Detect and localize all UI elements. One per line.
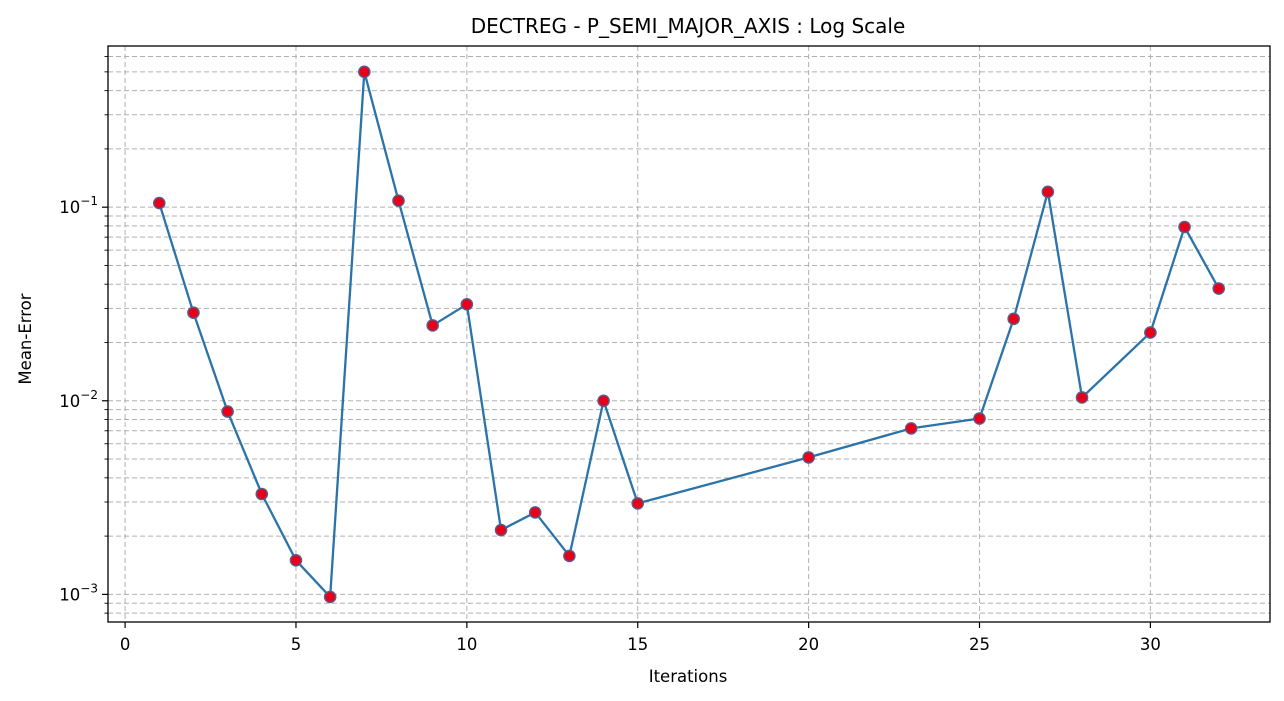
data-point — [494, 523, 508, 537]
data-point — [358, 65, 371, 79]
data-point — [802, 451, 815, 464]
data-point — [187, 306, 200, 320]
x-axis-label: Iterations — [649, 667, 728, 686]
data-point — [221, 405, 234, 418]
data-point — [631, 497, 645, 510]
data-point — [460, 298, 474, 311]
y-axis-ticks: 10−3 10−2 10−1 — [59, 56, 108, 614]
x-tick-label: 20 — [798, 635, 819, 654]
y-tick-label: 10−3 — [59, 581, 98, 604]
data-point — [597, 394, 610, 408]
series-line-layer — [158, 70, 1220, 599]
x-tick-label: 5 — [291, 635, 302, 654]
x-tick-label: 0 — [120, 635, 131, 654]
data-point — [904, 422, 918, 435]
data-point — [426, 319, 439, 332]
y-tick-label: 10−1 — [59, 194, 98, 217]
x-axis-ticks: 0 5 10 15 20 25 30 — [120, 622, 1161, 654]
x-tick-label: 30 — [1140, 635, 1161, 654]
data-point — [152, 196, 166, 210]
data-point — [973, 412, 986, 425]
data-point — [563, 549, 576, 563]
chart-title: DECTREG - P_SEMI_MAJOR_AXIS : Log Scale — [471, 14, 906, 38]
y-tick-label: 10−2 — [59, 388, 98, 411]
data-point — [1178, 220, 1191, 234]
data-point — [1212, 282, 1226, 295]
data-point-markers — [152, 65, 1226, 604]
series-line — [158, 70, 1220, 599]
data-point — [255, 487, 269, 501]
data-point — [1007, 312, 1020, 326]
y-axis-label: Mean-Error — [16, 293, 35, 384]
data-point — [1144, 326, 1157, 339]
data-point — [323, 590, 337, 604]
data-point — [1041, 185, 1055, 199]
x-tick-label: 15 — [627, 635, 648, 654]
data-point — [528, 506, 542, 519]
x-tick-label: 10 — [456, 635, 477, 654]
data-point — [392, 194, 405, 208]
data-point — [1075, 391, 1089, 404]
data-point — [289, 553, 303, 567]
x-tick-label: 25 — [969, 635, 990, 654]
grid-lines — [108, 46, 1270, 622]
plot-frame — [107, 45, 1271, 623]
